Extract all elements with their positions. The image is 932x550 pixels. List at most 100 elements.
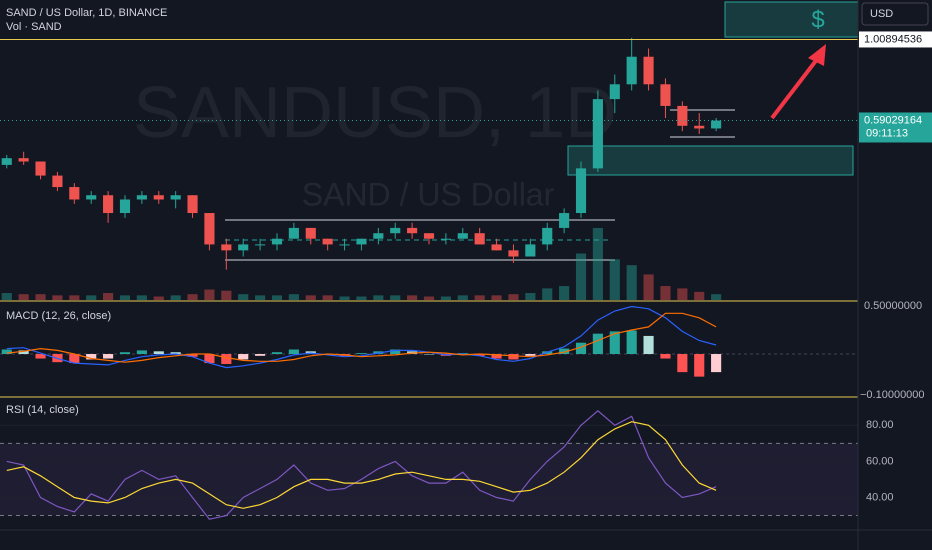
- macd-histogram-bar: [356, 353, 367, 355]
- volume-bar: [626, 265, 637, 300]
- candle-body: [508, 250, 519, 257]
- macd-histogram-bar: [592, 333, 603, 355]
- candle-body: [255, 244, 266, 246]
- candle-body: [542, 227, 553, 245]
- volume-bar: [69, 295, 80, 300]
- price-axis[interactable]: [858, 0, 932, 550]
- candle-body: [238, 244, 249, 251]
- macd-title: MACD (12, 26, close): [6, 310, 111, 322]
- macd-histogram-bar: [575, 342, 587, 355]
- symbol-legend: SAND / US Dollar, 1D, BINANCE: [6, 7, 167, 19]
- volume-bar: [660, 286, 671, 300]
- macd-histogram-bar: [660, 354, 671, 359]
- candle-body: [711, 120, 722, 129]
- candle-body: [643, 56, 654, 85]
- volume-bar: [35, 294, 46, 300]
- volume-bar: [542, 288, 553, 300]
- pane-edge-label: −0.10000000: [860, 389, 925, 401]
- volume-bar: [711, 294, 722, 300]
- volume-bar: [609, 259, 620, 300]
- candle-body: [660, 84, 671, 106]
- volume-legend: Vol · SAND: [6, 21, 62, 33]
- volume-bar: [153, 296, 164, 300]
- candle-body: [288, 227, 299, 239]
- volume-bar: [322, 295, 333, 300]
- volume-bar: [238, 294, 249, 300]
- candle-body: [170, 195, 181, 200]
- macd-histogram-bar: [491, 354, 502, 359]
- volume-bar: [491, 295, 502, 300]
- watermark-sub: SAND / US Dollar: [302, 176, 555, 212]
- currency-label: USD: [870, 8, 893, 20]
- candle-body: [474, 233, 485, 245]
- macd-histogram-bar: [136, 350, 147, 355]
- countdown: 09:11:13: [866, 127, 908, 139]
- candle-body: [525, 244, 536, 257]
- macd-histogram-bar: [474, 354, 485, 356]
- volume-bar: [677, 288, 688, 300]
- watermark: SANDUSD, 1D: [133, 73, 617, 153]
- candle-body: [35, 161, 46, 176]
- candle-body: [390, 227, 401, 234]
- candle-body: [559, 213, 570, 228]
- last-price-label: 0.59029164: [864, 114, 922, 126]
- volume-bar: [356, 296, 367, 300]
- candle-body: [119, 199, 131, 214]
- arrow-head: [808, 44, 826, 66]
- macd-histogram-bar: [271, 352, 283, 355]
- volume-bar: [390, 295, 401, 300]
- candle-body: [339, 244, 350, 246]
- macd-histogram-bar: [204, 354, 215, 364]
- volume-bar: [339, 296, 350, 300]
- candle-body: [136, 195, 147, 200]
- zone-box[interactable]: [567, 145, 854, 176]
- candle-body: [153, 195, 164, 200]
- candle-body: [491, 244, 502, 251]
- rsi-line: [6, 410, 717, 520]
- macd-histogram-bar: [677, 354, 688, 373]
- arrow[interactable]: [770, 56, 820, 120]
- macd-line: [6, 312, 717, 363]
- candle-body: [677, 105, 688, 126]
- candle-body: [694, 125, 705, 129]
- macd-line: [6, 305, 717, 369]
- volume-bar: [255, 295, 266, 300]
- macd-histogram-bar: [119, 352, 131, 355]
- currency-button[interactable]: [861, 2, 929, 26]
- volume-bar: [423, 296, 435, 300]
- candle-body: [204, 213, 215, 245]
- candle-body: [457, 233, 468, 239]
- volume-bar: [305, 295, 316, 300]
- volume-bar: [52, 295, 63, 300]
- volume-bar: [86, 295, 97, 300]
- candle-body: [356, 238, 367, 245]
- macd-histogram-bar: [170, 352, 181, 355]
- macd-histogram-bar: [288, 349, 299, 355]
- dollar-icon: $: [811, 6, 824, 33]
- candle-body: [305, 227, 316, 239]
- macd-histogram-bar: [525, 354, 536, 356]
- y-tick-label: 60.00: [866, 455, 894, 467]
- candle-body: [423, 233, 435, 239]
- macd-histogram-bar: [626, 330, 637, 355]
- volume-bar: [440, 296, 451, 300]
- last-price-tag: [859, 112, 932, 143]
- volume-bar: [373, 295, 384, 300]
- candle-body: [1, 158, 12, 165]
- volume-bar: [103, 293, 114, 300]
- volume-bar: [170, 295, 181, 300]
- volume-bar: [288, 294, 299, 300]
- volume-bar: [136, 295, 147, 300]
- volume-bar: [559, 286, 570, 300]
- candle-body: [592, 99, 603, 169]
- candle-body: [52, 175, 63, 188]
- volume-bar: [694, 291, 705, 300]
- volume-bar: [508, 294, 519, 300]
- macd-histogram-bar: [238, 354, 249, 360]
- volume-bar: [457, 295, 468, 300]
- dollar-box[interactable]: [724, 1, 859, 38]
- candle-body: [322, 238, 333, 245]
- candle-body: [626, 56, 637, 85]
